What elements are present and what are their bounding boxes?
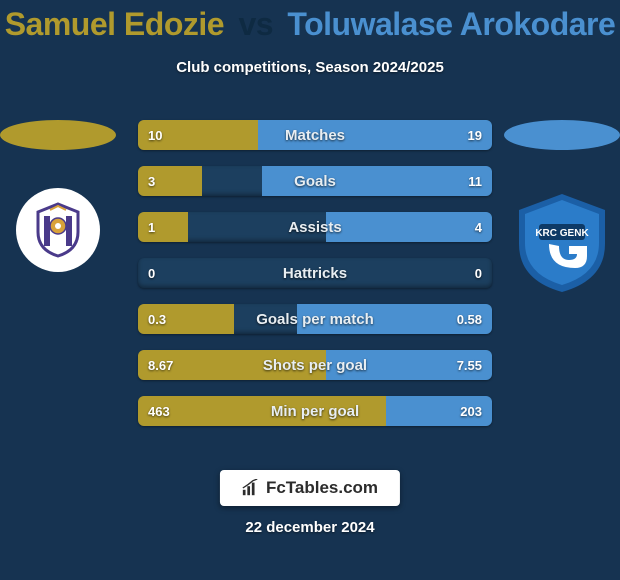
stat-right-value: 11 (458, 166, 492, 196)
stat-right-value: 4 (465, 212, 492, 242)
club-crest-icon: KRC GENK (507, 188, 617, 298)
stat-label: Goals per match (138, 304, 492, 334)
player1-name: Samuel Edozie (5, 6, 224, 42)
stat-left-value: 8.67 (138, 350, 183, 380)
anderlecht-crest (16, 188, 100, 272)
stat-left-value: 10 (138, 120, 172, 150)
svg-text:KRC GENK: KRC GENK (535, 228, 589, 239)
bars-icon (242, 479, 260, 497)
stat-row: Goals per match0.3 0.58 (138, 304, 492, 334)
stat-row: Matches10 19 (138, 120, 492, 150)
stat-row: Goals3 11 (138, 166, 492, 196)
footer-logo: FcTables.com (220, 470, 400, 506)
left-badge-holder (0, 120, 118, 272)
stat-right-value: 19 (458, 120, 492, 150)
stat-row: Hattricks0 0 (138, 258, 492, 288)
left-color-ellipse (0, 120, 116, 150)
right-color-ellipse (504, 120, 620, 150)
player2-name: Toluwalase Arokodare (287, 6, 615, 42)
subtitle: Club competitions, Season 2024/2025 (0, 59, 620, 76)
stat-left-value: 1 (138, 212, 165, 242)
stat-label: Assists (138, 212, 492, 242)
stat-label: Matches (138, 120, 492, 150)
stat-right-value: 203 (450, 396, 492, 426)
stat-label: Min per goal (138, 396, 492, 426)
right-badge-holder: KRC GENK (502, 120, 620, 298)
stat-right-value: 0.58 (447, 304, 492, 334)
stat-left-value: 0.3 (138, 304, 176, 334)
date: 22 december 2024 (0, 519, 620, 536)
stat-left-value: 0 (138, 258, 165, 288)
stat-bars: Matches10 19 Goals3 11 Assists1 4 Hattricks0 0 G… (138, 120, 492, 442)
stat-left-value: 463 (138, 396, 180, 426)
stat-row: Assists1 4 (138, 212, 492, 242)
stat-label: Goals (138, 166, 492, 196)
title-row: Samuel Edozie vs Toluwalase Arokodare (0, 0, 620, 43)
stat-label: Hattricks (138, 258, 492, 288)
stat-right-value: 0 (465, 258, 492, 288)
stat-row: Min per goal463 203 (138, 396, 492, 426)
stat-right-value: 7.55 (447, 350, 492, 380)
footer-site: FcTables.com (266, 478, 378, 498)
stat-label: Shots per goal (138, 350, 492, 380)
stat-left-value: 3 (138, 166, 165, 196)
stat-row: Shots per goal8.67 7.55 (138, 350, 492, 380)
genk-crest: KRC GENK (507, 188, 617, 298)
comparison-title: Samuel Edozie vs Toluwalase Arokodare (5, 6, 616, 43)
vs-text: vs (238, 6, 273, 42)
club-crest-icon (28, 200, 88, 260)
